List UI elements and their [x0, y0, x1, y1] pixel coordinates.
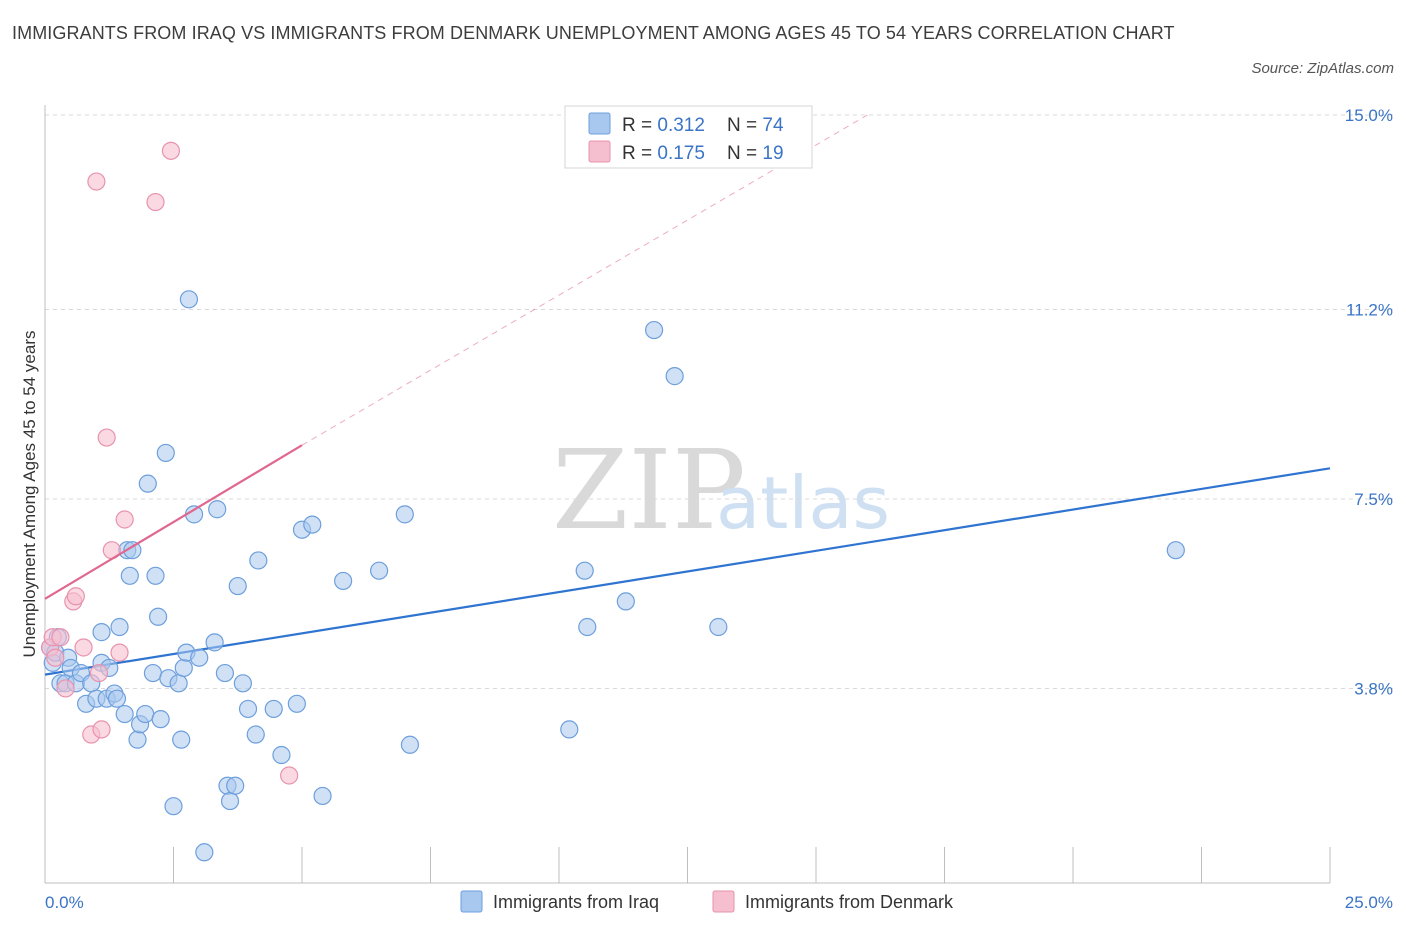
watermark-atlas: atlas [716, 461, 890, 545]
denmark-point [97, 428, 116, 447]
y-tick-labels: 3.8% 7.5% 11.2% 15.0% [1345, 106, 1393, 698]
iraq-point [228, 576, 247, 596]
iraq-point [1166, 541, 1185, 560]
iraq-point [146, 566, 165, 585]
iraq-trend-line [44, 467, 1331, 676]
iraq-point [138, 474, 157, 493]
legend-iraq-n-label: N = [727, 115, 762, 136]
source-label: Source: ZipAtlas.com [1251, 60, 1394, 77]
iraq-point [169, 674, 188, 693]
iraq-point [287, 694, 306, 713]
iraq-point [208, 500, 227, 519]
iraq-point [92, 623, 111, 642]
iraq-point [215, 663, 234, 683]
denmark-point [46, 648, 65, 667]
iraq-point [156, 443, 175, 463]
iraq-point [616, 592, 635, 611]
iraq-point [179, 290, 199, 309]
iraq-point [174, 658, 193, 678]
iraq-point [151, 710, 170, 729]
iraq-point [107, 689, 127, 708]
iraq-point [249, 551, 268, 570]
denmark-point [280, 766, 299, 785]
bottom-legend-swatch-denmark [712, 890, 735, 913]
denmark-point [92, 720, 111, 739]
bottom-legend-swatch-iraq [460, 890, 483, 913]
legend-denmark-n-value: 19 [762, 143, 783, 164]
iraq-point [110, 617, 129, 637]
iraq-point [560, 720, 579, 739]
iraq-point [578, 617, 597, 637]
iraq-point [395, 505, 414, 524]
trend-lines [44, 114, 1331, 676]
iraq-point [148, 607, 168, 626]
iraq-point [644, 320, 664, 340]
iraq-point [226, 776, 245, 795]
iraq-point [272, 745, 291, 765]
series-legend: Immigrants from Iraq Immigrants from Den… [460, 890, 954, 913]
iraq-point [143, 663, 163, 683]
iraq-point [120, 566, 139, 585]
y-axis-label: Unemployment Among Ages 45 to 54 years [20, 331, 39, 658]
iraq-point [313, 786, 332, 806]
iraq-point [172, 730, 191, 749]
iraq-point [334, 571, 353, 591]
correlation-legend: R = 0.312 N = 74 R = 0.175 N = 19 [564, 105, 813, 169]
legend-denmark-r-value: 0.175 [657, 143, 705, 164]
iraq-point [233, 674, 252, 693]
iraq-point [264, 699, 283, 719]
denmark-point [161, 141, 181, 160]
legend-denmark-row: R = 0.175 N = 19 [622, 143, 784, 164]
denmark-trend-line [44, 444, 303, 600]
x-tick-label-max: 25.0% [1345, 893, 1393, 912]
iraq-point [190, 648, 209, 667]
denmark-point [66, 587, 85, 606]
iraq-point [128, 730, 147, 749]
iraq-point [370, 561, 389, 580]
iraq-point [246, 725, 265, 744]
legend-iraq-r-label: R = [622, 115, 657, 136]
iraq-point [303, 515, 322, 534]
iraq-point [709, 617, 728, 637]
iraq-point [195, 843, 214, 862]
denmark-point [51, 628, 70, 647]
legend-iraq-n-value: 74 [762, 115, 784, 136]
axes [44, 105, 1331, 884]
iraq-point [136, 704, 155, 724]
legend-denmark-r-label: R = [622, 143, 657, 164]
iraq-point [575, 561, 594, 580]
denmark-point [87, 172, 106, 191]
legend-swatch-iraq [588, 112, 611, 135]
denmark-point [110, 643, 129, 662]
chart-title: IMMIGRANTS FROM IRAQ VS IMMIGRANTS FROM … [12, 23, 1175, 43]
data-points [41, 141, 1185, 862]
iraq-point [665, 367, 684, 386]
legend-iraq-r-value: 0.312 [657, 115, 705, 136]
denmark-point [74, 638, 93, 657]
iraq-point [220, 791, 240, 811]
y-tick-label: 11.2% [1346, 301, 1393, 320]
bottom-legend-iraq: Immigrants from Iraq [493, 892, 659, 912]
watermark-zip: ZIP [552, 426, 746, 554]
iraq-point [115, 704, 134, 724]
iraq-point [238, 699, 258, 719]
denmark-point [146, 192, 165, 212]
y-tick-label: 7.5% [1354, 490, 1393, 509]
legend-iraq-row: R = 0.312 N = 74 [622, 115, 784, 136]
legend-denmark-n-label: N = [727, 143, 762, 164]
denmark-point [89, 663, 109, 683]
iraq-point [400, 735, 420, 754]
iraq-point [164, 797, 183, 816]
iraq-point [123, 541, 142, 560]
y-tick-label: 15.0% [1345, 106, 1393, 125]
legend-swatch-denmark [588, 140, 611, 163]
x-tick-label-min: 0.0% [45, 893, 84, 912]
bottom-legend-denmark: Immigrants from Denmark [745, 892, 954, 912]
denmark-point [115, 510, 134, 529]
y-tick-label: 3.8% [1354, 679, 1393, 698]
denmark-point [56, 679, 75, 698]
iraq-point [205, 633, 224, 652]
